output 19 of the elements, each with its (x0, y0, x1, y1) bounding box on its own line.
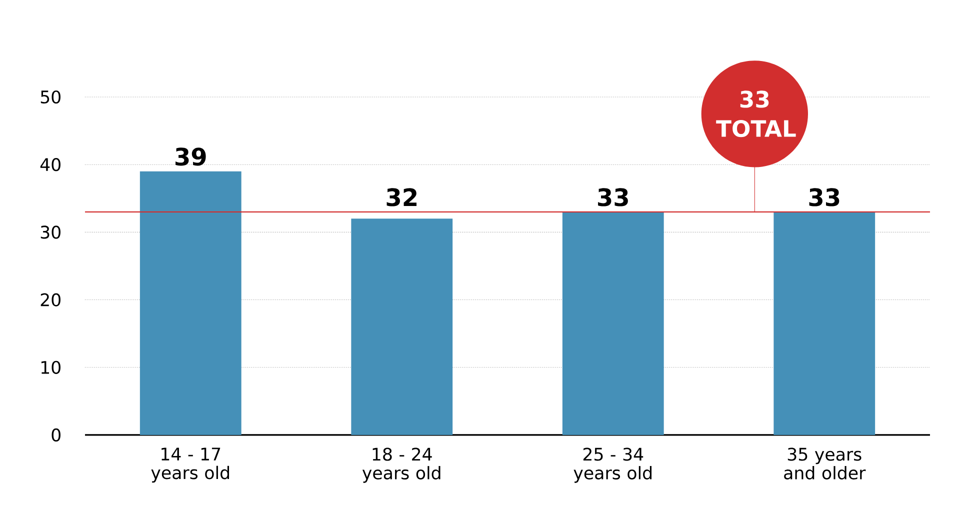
bar (140, 171, 242, 435)
bar (774, 212, 876, 435)
x-tick-label: 35 years and older (784, 448, 866, 480)
data-label: 39 (176, 148, 206, 166)
x-tick-label: 18 - 24 years old (362, 448, 440, 483)
data-label: 33 (809, 188, 840, 206)
y-tick-label: 30 (40, 226, 60, 239)
y-tick-label: 50 (40, 90, 60, 104)
data-label: 32 (386, 188, 416, 206)
x-tick-label: 14 - 17 years old (151, 448, 230, 483)
y-tick-label: 10 (41, 360, 60, 374)
bar (351, 218, 453, 435)
data-label: 33 (598, 188, 628, 206)
x-tick-label: 25 - 34 years old (574, 448, 652, 483)
y-tick-label: 0 (52, 428, 60, 442)
bar (562, 212, 664, 435)
y-tick-label: 40 (40, 158, 60, 172)
y-tick-label: 20 (40, 293, 60, 306)
ref-line-label: 33 TOTAL (716, 90, 796, 138)
